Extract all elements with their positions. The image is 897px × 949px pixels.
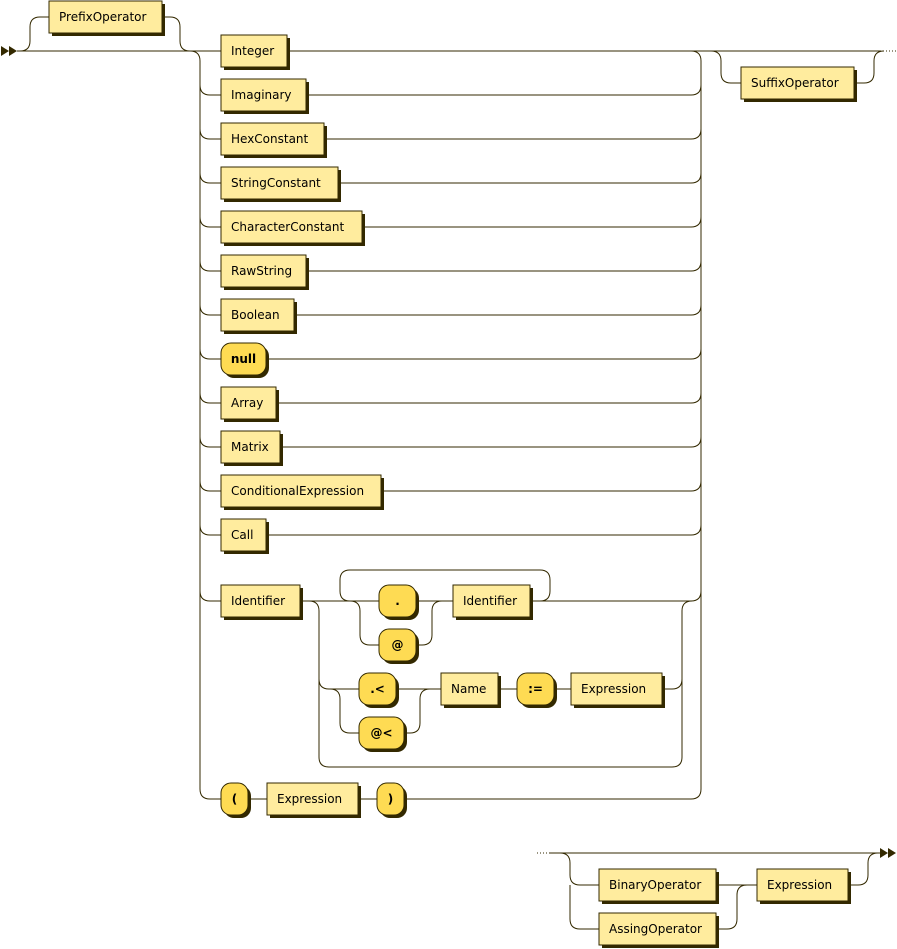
node-box [220,782,249,816]
node-label: Expression [581,682,646,696]
node-label: ConditionalExpression [231,484,364,498]
nonterminal-conditionalexpression: ConditionalExpression [220,474,384,510]
node-label: StringConstant [231,176,321,190]
node-box [220,78,307,112]
node-label: BinaryOperator [609,878,701,892]
node-label: ) [388,792,393,806]
terminal-symbol: @< [358,716,407,752]
node-box [220,584,301,618]
nonterminal-rawstring: RawString [220,254,309,290]
node-box [48,0,163,34]
node-label: Matrix [231,440,269,454]
nonterminal-matrix: Matrix [220,430,283,466]
nonterminal-binaryoperator: BinaryOperator [598,868,719,904]
node-box [220,34,288,68]
node-label: null [231,352,256,366]
terminal-symbol: ( [220,782,251,818]
nonterminal-stringconstant: StringConstant [220,166,341,202]
node-box [598,868,717,902]
node-box [598,912,717,946]
node-box [220,254,307,288]
node-label: .< [370,682,385,696]
nonterminal-integer: Integer [220,34,290,70]
node-box [358,672,397,706]
node-box [266,782,359,816]
nonterminal-boolean: Boolean [220,298,297,334]
node-box [220,122,325,156]
node-label: := [528,682,543,696]
nonterminal-characterconstant: CharacterConstant [220,210,365,246]
node-label: Expression [767,878,832,892]
terminal-symbol: := [516,672,557,708]
node-box [358,716,405,750]
node-box [220,474,382,508]
node-label: Integer [231,44,274,58]
node-box [740,66,855,100]
terminal-symbol: @ [378,628,419,664]
node-box [440,672,499,706]
nonterminal-prefixoperator: PrefixOperator [48,0,165,36]
terminal-symbol: ) [376,782,407,818]
end-arrow-icon [880,848,896,858]
node-label: SuffixOperator [751,76,839,90]
diagram-nodes: PrefixOperator Integer Imaginary HexConstan… [48,0,857,948]
nonterminal-hexconstant: HexConstant [220,122,327,158]
node-label: Boolean [231,308,280,322]
node-label: Identifier [231,594,285,608]
nonterminal-call: Call [220,518,269,554]
node-label: @ [392,638,404,652]
node-label: RawString [231,264,292,278]
node-box [378,628,417,662]
node-label: PrefixOperator [59,10,147,24]
node-label: CharacterConstant [231,220,344,234]
start-arrow-icon [1,46,17,56]
nonterminal-assingoperator: AssingOperator [598,912,719,948]
node-box [220,298,295,332]
connector-lines [1,16,896,930]
node-box [220,430,281,464]
node-label: Call [231,528,253,542]
node-box [378,584,417,618]
node-box [452,584,531,618]
node-label: Name [451,682,486,696]
nonterminal-expression: Expression [570,672,665,708]
node-box [220,166,339,200]
nonterminal-array: Array [220,386,279,422]
terminal-symbol: .< [358,672,399,708]
nonterminal-name: Name [440,672,501,708]
nonterminal-expression: Expression [756,868,851,904]
node-label: HexConstant [231,132,309,146]
node-box [376,782,405,816]
nonterminal-suffixoperator: SuffixOperator [740,66,857,102]
nonterminal-identifier: Identifier [452,584,533,620]
node-label: @< [370,726,392,740]
node-box [756,868,849,902]
node-label: Expression [277,792,342,806]
nonterminal-expression: Expression [266,782,361,818]
node-label: Array [231,396,263,410]
node-box [220,210,363,244]
node-box [220,386,277,420]
node-label: Identifier [463,594,517,608]
node-box [570,672,663,706]
terminal-symbol: . [378,584,419,620]
node-label: Imaginary [231,88,292,102]
nonterminal-identifier: Identifier [220,584,303,620]
node-box [220,518,267,552]
node-label: AssingOperator [609,922,702,936]
node-box [516,672,555,706]
node-label: . [395,594,400,608]
terminal-null: null [220,342,269,378]
node-label: ( [232,792,237,806]
node-box [220,342,267,376]
nonterminal-imaginary: Imaginary [220,78,309,114]
